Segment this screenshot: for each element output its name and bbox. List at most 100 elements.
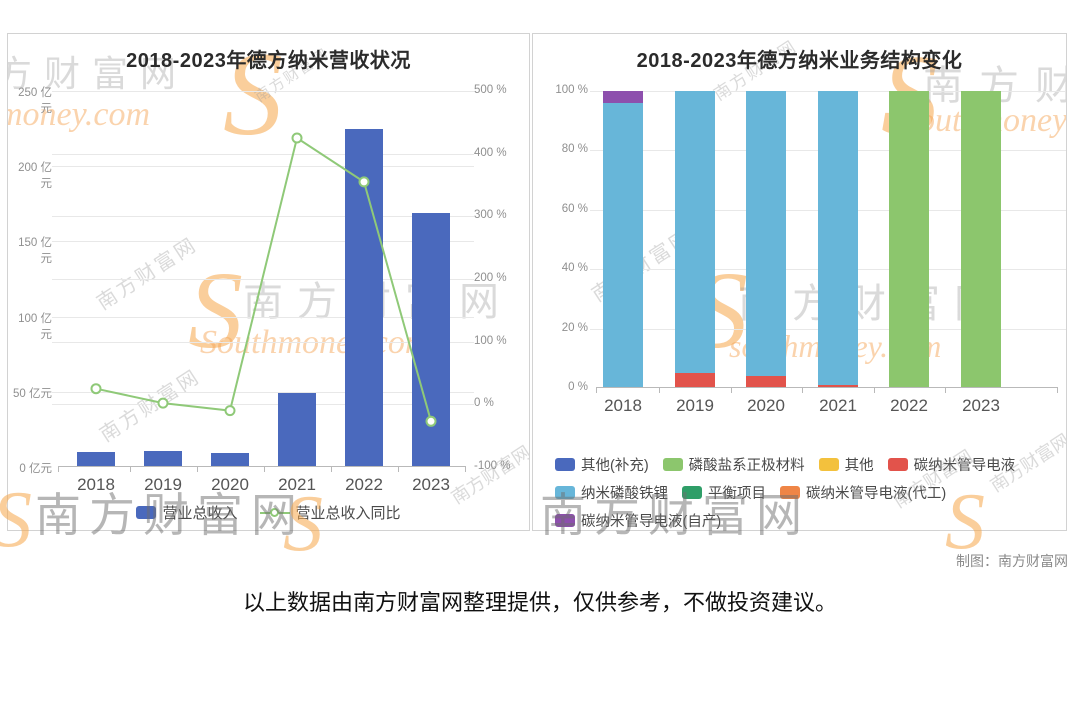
x-axis-tick (873, 388, 875, 393)
gridline (52, 91, 474, 92)
legend-item: 平衡项目 (682, 482, 766, 503)
x-axis-label: 2018 (77, 475, 115, 494)
revenue-bar (77, 451, 115, 467)
y-axis-label-left: 200 亿元 (18, 162, 52, 191)
stacked-bar-segment (961, 91, 1001, 388)
yoy-line-marker (358, 176, 370, 188)
legend-label: 平衡项目 (708, 486, 766, 502)
stacked-bar-segment (889, 91, 929, 388)
legend-swatch (555, 486, 575, 499)
x-axis-label: 2018 (604, 396, 642, 415)
gridline (52, 216, 474, 218)
x-axis-label: 2019 (144, 475, 182, 494)
revenue-bar (278, 393, 316, 467)
legend-swatch (136, 506, 157, 519)
gridline (52, 391, 474, 393)
x-axis-label: 2023 (412, 475, 450, 494)
legend-line-marker (259, 507, 290, 517)
stacked-bar-segment (675, 373, 715, 388)
x-axis-tick (802, 388, 803, 393)
legend-swatch (555, 458, 575, 471)
yoy-line (90, 132, 437, 427)
stacked-bar-segment (746, 376, 786, 388)
x-axis-tick (129, 467, 131, 472)
yoy-line-marker (224, 405, 236, 417)
gridline (52, 241, 474, 243)
stacked-bar-segment (603, 102, 643, 388)
y-axis-label-right: 200 % (474, 272, 507, 284)
left-plot (52, 91, 474, 472)
yoy-line-marker (425, 415, 437, 427)
y-axis-label-right: 300 % (474, 209, 507, 222)
y-axis-label-left: 250 亿元 (18, 87, 52, 115)
legend-label: 营业总收入同比 (295, 505, 401, 522)
legend-item: 碳纳米管导电液(代工) (780, 482, 946, 503)
x-axis-tick (1057, 388, 1058, 393)
y-axis-label: 20 % (561, 321, 588, 334)
legend-swatch (818, 458, 839, 471)
caption: 以上数据由南方财富网整理提供，仅供参考，不做投资建议。 (242, 590, 837, 615)
y-axis-label: 40 % (561, 262, 588, 275)
stacked-bar-segment (818, 385, 858, 388)
legend-item: 营业总收入 (136, 502, 238, 523)
x-axis-line (58, 466, 466, 467)
x-axis-label: 2020 (747, 396, 785, 415)
legend-swatch (555, 514, 575, 527)
legend-label: 碳纳米管导电液(代工) (806, 486, 947, 502)
y-axis-label-left: 50 亿元 (13, 387, 52, 400)
y-axis-label-right: -100 % (474, 460, 511, 472)
legend-label: 其他(补充) (581, 458, 649, 474)
y-axis-label-right: 100 % (474, 334, 507, 347)
structure-chart-panel: S 南方财富网 outhmoney.com 南方财富网 南方财富网 S 南方财富… (532, 33, 1067, 531)
x-axis-tick (58, 467, 59, 472)
legend-swatch (780, 486, 800, 499)
revenue-chart-panel: 方财富网 money.com S 南方财富网 南方财富网 S 南方财富网 Sou… (7, 33, 530, 531)
legend-label: 营业总收入 (162, 505, 238, 522)
gridline (52, 153, 474, 155)
legend-label: 碳纳米管导电液 (913, 458, 1016, 474)
x-axis-label: 2021 (278, 475, 316, 494)
legend-swatch (887, 458, 908, 471)
revenue-bar (211, 452, 249, 467)
x-axis-label: 2022 (345, 475, 383, 494)
x-axis-tick (596, 388, 597, 393)
right-chart-title: 2018-2023年德方纳米业务结构变化 (636, 50, 963, 72)
x-axis-tick (397, 467, 399, 472)
legend-row: 纳米磷酸铁锂 平衡项目 碳纳米管导电液(代工) (555, 482, 1015, 503)
x-axis-label: 2023 (962, 396, 1000, 415)
y-axis-label-left: 100 亿元 (18, 312, 52, 341)
y-axis-label: 0 % (568, 381, 588, 393)
gridline (52, 166, 474, 168)
legend-item: 碳纳米管导电液(自产) (555, 510, 722, 530)
x-axis-label: 2021 (819, 396, 857, 415)
y-axis-label: 80 % (561, 143, 588, 156)
left-chart-title: 2018-2023年德方纳米营收状况 (126, 50, 411, 72)
yoy-line-marker (157, 397, 169, 409)
legend-label: 磷酸盐系正极材料 (688, 458, 805, 474)
x-axis-tick (330, 467, 332, 472)
legend-item: 碳纳米管导电液 (887, 454, 1016, 475)
x-axis-tick (945, 388, 946, 393)
yoy-line-marker (90, 383, 102, 395)
x-axis-tick (659, 388, 660, 393)
x-axis-tick (730, 388, 732, 393)
legend-item: 其他(补充) (555, 454, 649, 475)
stacked-bar-segment (603, 91, 643, 103)
legend-item: 其他 (818, 454, 874, 475)
y-axis-label: 100 % (555, 84, 588, 96)
right-plot (590, 91, 1066, 393)
credit: 制图：南方财富网 (956, 553, 1068, 569)
gridline (52, 316, 474, 318)
legend-label: 碳纳米管导电液(自产) (581, 514, 722, 530)
legend-swatch (662, 458, 683, 471)
left-chart-legend: 营业总收入 营业总收入同比 (8, 502, 529, 523)
legend-item: 纳米磷酸铁锂 (555, 482, 668, 503)
right-chart-legend: 其他(补充) 磷酸盐系正极材料 其他 碳纳米管导电液 纳米磷酸铁锂 平衡项目 碳纳米管导电液… (555, 454, 1016, 530)
x-axis-label: 2020 (211, 475, 249, 494)
gridline (52, 341, 474, 343)
legend-item: 磷酸盐系正极材料 (662, 454, 805, 475)
y-axis-label-right: 400 % (474, 146, 507, 159)
y-axis-label: 60 % (561, 202, 588, 215)
legend-row: 碳纳米管导电液(自产) (555, 510, 1015, 530)
